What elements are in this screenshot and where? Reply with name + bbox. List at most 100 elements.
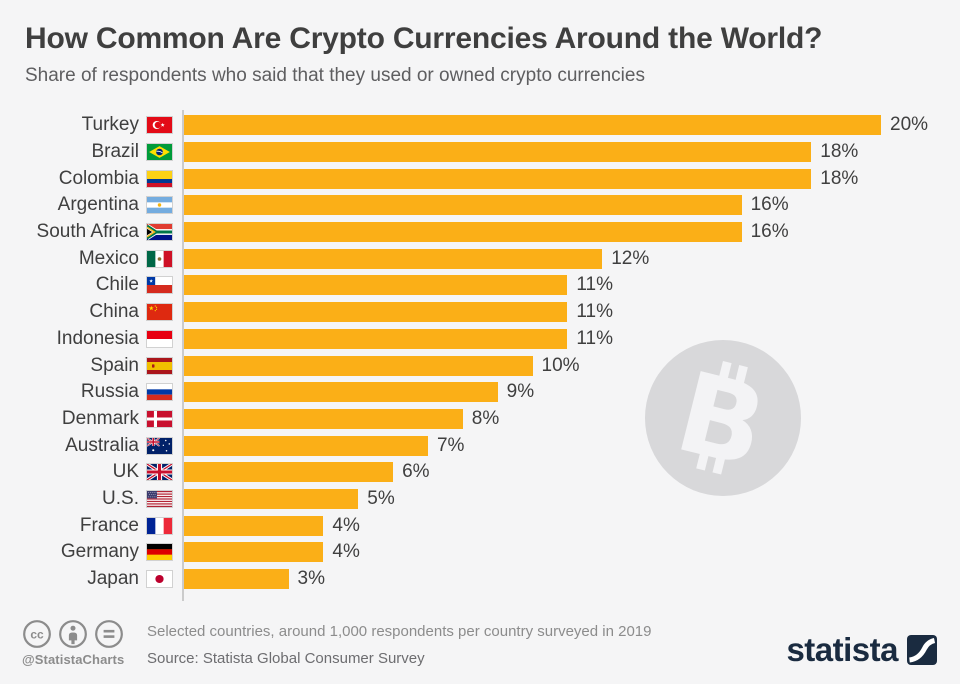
bitcoin-icon: B	[644, 339, 802, 497]
chart-row: Australia 7%	[0, 432, 960, 459]
bar	[184, 435, 428, 456]
value-label: 18%	[820, 167, 859, 189]
country-label: Australia	[65, 434, 139, 456]
tr-flag-icon	[146, 116, 173, 135]
value-label: 12%	[611, 247, 650, 269]
es-flag-icon	[146, 356, 173, 375]
equals-icon	[94, 619, 124, 649]
bar	[184, 168, 812, 189]
bar	[184, 195, 742, 216]
br-flag-icon	[146, 143, 173, 162]
country-label: Brazil	[91, 141, 139, 163]
chart-row: Spain 10%	[0, 352, 960, 379]
country-label: Argentina	[57, 194, 139, 216]
country-label: Russia	[80, 381, 139, 403]
country-label: Turkey	[81, 114, 139, 136]
jp-flag-icon	[146, 570, 173, 589]
value-label: 4%	[332, 514, 360, 536]
chart-row: Colombia 18%	[0, 165, 960, 192]
bar	[184, 515, 324, 536]
page-subtitle: Share of respondents who said that they …	[25, 65, 645, 86]
bar	[184, 355, 533, 376]
au-flag-icon	[146, 436, 173, 455]
bar	[184, 462, 394, 483]
mx-flag-icon	[146, 249, 173, 268]
country-label: South Africa	[36, 221, 139, 243]
bar	[184, 222, 742, 243]
country-label: France	[79, 514, 139, 536]
chart-row: China 11%	[0, 299, 960, 326]
country-label: Chile	[95, 274, 139, 296]
chart-row: Russia 9%	[0, 379, 960, 406]
bar	[184, 302, 568, 323]
bar	[184, 382, 498, 403]
value-label: 3%	[297, 568, 326, 590]
chart-header: How Common Are Crypto Currencies Around …	[25, 22, 935, 87]
de-flag-icon	[146, 543, 173, 562]
value-label: 5%	[367, 487, 395, 509]
chart-row: U.S. 5%	[0, 486, 960, 513]
bar	[184, 142, 812, 163]
bar	[184, 248, 603, 269]
chart-row: Denmark 8%	[0, 406, 960, 433]
svg-text:cc: cc	[30, 627, 44, 641]
chart-row: UK 6%	[0, 459, 960, 486]
statista-logo-icon	[907, 635, 937, 665]
footer-notes: Selected countries, around 1,000 respond…	[147, 618, 652, 672]
id-flag-icon	[146, 329, 173, 348]
bar-chart: Turkey 20% Brazil 18% Colombia 18% Argentina 16…	[0, 112, 960, 592]
country-label: U.S.	[102, 487, 139, 509]
country-label: China	[89, 301, 139, 323]
chart-row: Germany 4%	[0, 539, 960, 566]
ru-flag-icon	[146, 383, 173, 402]
uk-flag-icon	[146, 463, 173, 482]
bar	[184, 328, 568, 349]
fr-flag-icon	[146, 516, 173, 535]
value-label: 18%	[820, 141, 859, 163]
value-label: 7%	[436, 434, 465, 456]
chart-row: Mexico 12%	[0, 245, 960, 272]
bar	[184, 115, 881, 136]
value-label: 10%	[541, 354, 580, 376]
value-label: 20%	[890, 114, 929, 136]
value-label: 11%	[576, 274, 613, 296]
cl-flag-icon	[146, 276, 173, 295]
page-title: How Common Are Crypto Currencies Around …	[25, 22, 823, 55]
cc-icon: cc	[22, 619, 52, 649]
bar	[184, 408, 463, 429]
co-flag-icon	[146, 169, 173, 188]
za-flag-icon	[146, 223, 173, 242]
attribution-icon	[58, 619, 88, 649]
country-label: Colombia	[58, 167, 139, 189]
axis-baseline	[182, 110, 184, 601]
value-label: 16%	[750, 194, 789, 216]
footer-source: Source: Statista Global Consumer Survey	[147, 650, 425, 667]
country-label: Denmark	[61, 407, 139, 429]
ar-flag-icon	[146, 196, 173, 215]
chart-row: Brazil 18%	[0, 139, 960, 166]
dk-flag-icon	[146, 409, 173, 428]
bar	[184, 275, 568, 296]
bar	[184, 488, 359, 509]
footer-note: Selected countries, around 1,000 respond…	[147, 623, 652, 640]
country-label: Mexico	[78, 247, 139, 269]
value-label: 9%	[506, 381, 535, 403]
value-label: 11%	[576, 301, 613, 323]
country-label: Indonesia	[56, 327, 139, 349]
us-flag-icon	[146, 489, 173, 508]
cn-flag-icon	[146, 303, 173, 322]
value-label: 4%	[332, 541, 360, 563]
chart-row: Argentina 16%	[0, 192, 960, 219]
chart-row: Indonesia 11%	[0, 326, 960, 353]
chart-row: Turkey 20%	[0, 112, 960, 139]
country-label: UK	[112, 461, 139, 483]
statista-logo-text: statista	[786, 631, 898, 668]
value-label: 8%	[471, 407, 500, 429]
bar	[184, 542, 324, 563]
country-label: Germany	[60, 541, 139, 563]
country-label: Spain	[90, 354, 139, 376]
license-icons: cc	[22, 619, 124, 649]
bar	[184, 569, 289, 590]
value-label: 16%	[750, 221, 789, 243]
country-label: Japan	[87, 568, 139, 590]
